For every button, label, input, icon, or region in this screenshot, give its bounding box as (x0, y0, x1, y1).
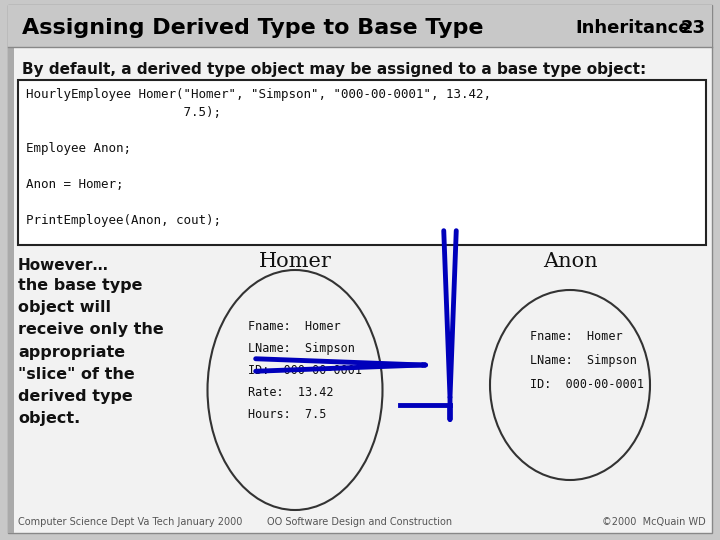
Text: the base type
object will
receive only the
appropriate
"slice" of the
derived ty: the base type object will receive only t… (18, 278, 163, 426)
Text: However…: However… (18, 258, 109, 273)
Text: 7.5);: 7.5); (26, 106, 221, 119)
Text: Fname:  Homer: Fname: Homer (530, 330, 623, 343)
FancyBboxPatch shape (8, 5, 14, 533)
FancyBboxPatch shape (18, 80, 706, 245)
Text: Rate:  13.42: Rate: 13.42 (248, 386, 333, 399)
Text: 23: 23 (681, 19, 706, 37)
Text: LName:  Simpson: LName: Simpson (530, 354, 637, 367)
Text: Anon: Anon (543, 252, 598, 271)
Text: Anon = Homer;: Anon = Homer; (26, 178, 124, 191)
Text: Homer: Homer (258, 252, 331, 271)
Text: OO Software Design and Construction: OO Software Design and Construction (267, 517, 453, 527)
FancyBboxPatch shape (8, 5, 712, 47)
Text: HourlyEmployee Homer("Homer", "Simpson", "000-00-0001", 13.42,: HourlyEmployee Homer("Homer", "Simpson",… (26, 88, 491, 101)
Text: By default, a derived type object may be assigned to a base type object:: By default, a derived type object may be… (22, 62, 647, 77)
Text: ID:  000-00-0001: ID: 000-00-0001 (530, 378, 644, 391)
Text: Employee Anon;: Employee Anon; (26, 142, 131, 155)
Text: ©2000  McQuain WD: ©2000 McQuain WD (602, 517, 706, 527)
Text: Assigning Derived Type to Base Type: Assigning Derived Type to Base Type (22, 18, 484, 38)
FancyBboxPatch shape (8, 5, 712, 533)
Text: Fname:  Homer: Fname: Homer (248, 320, 341, 333)
Ellipse shape (207, 270, 382, 510)
Text: PrintEmployee(Anon, cout);: PrintEmployee(Anon, cout); (26, 214, 221, 227)
Text: Computer Science Dept Va Tech January 2000: Computer Science Dept Va Tech January 20… (18, 517, 243, 527)
Text: ID:  000-00-0001: ID: 000-00-0001 (248, 364, 362, 377)
Ellipse shape (490, 290, 650, 480)
Text: LName:  Simpson: LName: Simpson (248, 342, 355, 355)
Text: Hours:  7.5: Hours: 7.5 (248, 408, 326, 421)
Text: Inheritance: Inheritance (575, 19, 690, 37)
